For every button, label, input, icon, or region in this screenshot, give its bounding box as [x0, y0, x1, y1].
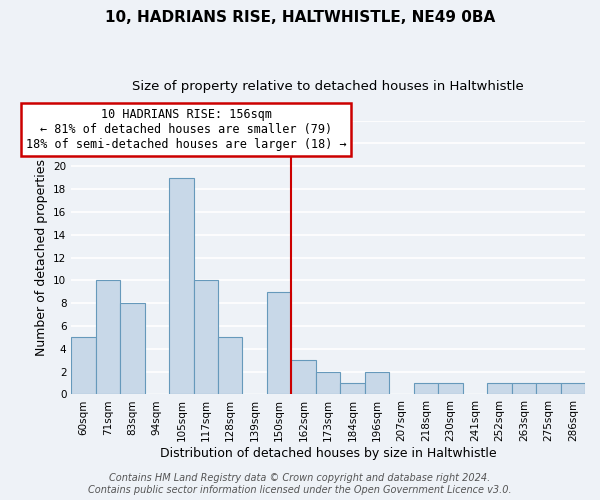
Title: Size of property relative to detached houses in Haltwhistle: Size of property relative to detached ho… [132, 80, 524, 93]
Bar [71, 338, 96, 394]
Text: 10, HADRIANS RISE, HALTWHISTLE, NE49 0BA: 10, HADRIANS RISE, HALTWHISTLE, NE49 0BA [105, 10, 495, 25]
Text: Contains HM Land Registry data © Crown copyright and database right 2024.
Contai: Contains HM Land Registry data © Crown c… [88, 474, 512, 495]
Bar [292, 360, 316, 394]
Y-axis label: Number of detached properties: Number of detached properties [35, 159, 47, 356]
Bar [218, 338, 242, 394]
X-axis label: Distribution of detached houses by size in Haltwhistle: Distribution of detached houses by size … [160, 447, 496, 460]
Bar [512, 383, 536, 394]
Bar [316, 372, 340, 394]
Bar [365, 372, 389, 394]
Bar [414, 383, 438, 394]
Bar [438, 383, 463, 394]
Text: 10 HADRIANS RISE: 156sqm
← 81% of detached houses are smaller (79)
18% of semi-d: 10 HADRIANS RISE: 156sqm ← 81% of detach… [26, 108, 347, 151]
Bar [96, 280, 120, 394]
Bar [487, 383, 512, 394]
Bar [560, 383, 585, 394]
Bar [536, 383, 560, 394]
Bar [340, 383, 365, 394]
Bar [194, 280, 218, 394]
Bar [267, 292, 292, 395]
Bar [120, 303, 145, 394]
Bar [169, 178, 194, 394]
